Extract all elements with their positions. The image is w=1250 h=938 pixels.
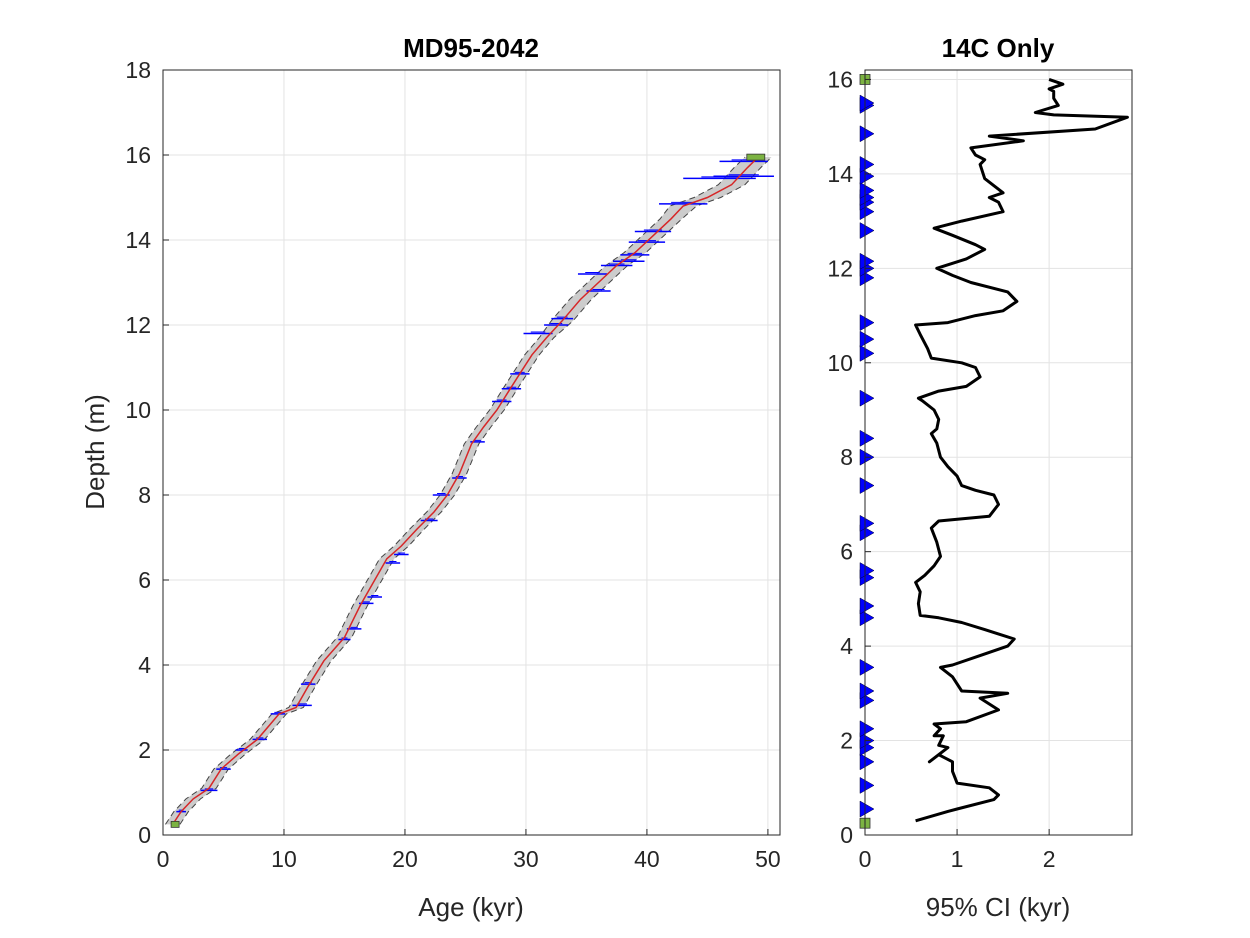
date-marker	[859, 94, 875, 112]
age-depth-panel: 0 10 20 30 40 50 0 2 4 6 8 10 12 14 16 18 MD95-2042 Age…	[80, 33, 781, 922]
date-marker	[859, 597, 875, 615]
x-tick-label: 0	[859, 846, 872, 872]
y-tick-label: 4	[840, 633, 853, 659]
date-depth-markers	[859, 74, 875, 829]
tie-point-markers	[170, 153, 766, 828]
date-marker	[859, 344, 875, 362]
y-tick-label: 8	[138, 482, 151, 508]
date-marker	[859, 314, 875, 332]
date-error-bars	[176, 159, 774, 813]
date-marker	[859, 429, 875, 447]
x-tick-label: 20	[392, 846, 418, 872]
date-marker	[859, 800, 875, 818]
left-plot-title: MD95-2042	[403, 33, 539, 63]
date-marker	[859, 720, 875, 738]
x-tick-label: 0	[157, 846, 170, 872]
x-tick-label: 40	[634, 846, 660, 872]
y-tick-label: 16	[125, 142, 151, 168]
ci-width-line	[914, 77, 1129, 823]
y-tick-label: 12	[827, 255, 853, 281]
x-tick-label: 30	[513, 846, 539, 872]
y-tick-label: 10	[827, 350, 853, 376]
date-marker	[859, 181, 875, 199]
y-tick-label: 0	[840, 822, 853, 848]
x-tick-label: 1	[951, 846, 964, 872]
y-tick-label: 16	[827, 66, 853, 92]
y-tick-label: 8	[840, 444, 853, 470]
median-line	[172, 156, 759, 825]
x-tick-label: 10	[271, 846, 297, 872]
right-plot-area	[865, 70, 1132, 835]
y-tick-label: 12	[125, 312, 151, 338]
left-tick-labels: 0 10 20 30 40 50 0 2 4 6 8 10 12 14 16 18	[125, 57, 780, 872]
y-tick-label: 6	[138, 567, 151, 593]
date-marker	[859, 753, 875, 771]
date-marker	[859, 682, 875, 700]
date-marker	[859, 125, 875, 143]
date-marker	[859, 477, 875, 494]
y-tick-label: 0	[138, 822, 151, 848]
y-tick-label: 10	[125, 397, 151, 423]
y-tick-label: 4	[138, 652, 151, 678]
date-marker	[859, 514, 875, 532]
date-marker	[859, 562, 875, 579]
left-axes-box	[162, 69, 781, 836]
date-marker	[859, 330, 875, 348]
left-y-axis-label: Depth (m)	[80, 394, 110, 510]
date-marker	[859, 167, 875, 185]
date-marker	[859, 609, 875, 627]
date-marker	[859, 776, 875, 794]
y-tick-label: 2	[138, 737, 151, 763]
right-axes-box	[864, 69, 1133, 836]
date-marker	[859, 156, 875, 173]
age-model-median-line	[172, 156, 759, 825]
tie-point-marker	[746, 153, 766, 161]
date-marker	[859, 222, 875, 239]
ci-line	[914, 77, 1129, 823]
right-plot-title: 14C Only	[942, 33, 1055, 63]
date-marker	[859, 389, 875, 407]
y-tick-label: 14	[827, 161, 853, 187]
y-tick-label: 2	[840, 728, 853, 754]
left-x-axis-label: Age (kyr)	[418, 892, 523, 922]
right-x-axis-label: 95% CI (kyr)	[926, 892, 1070, 922]
x-tick-label: 50	[755, 846, 781, 872]
tie-point-marker	[170, 820, 180, 828]
y-tick-label: 6	[840, 539, 853, 565]
x-tick-label: 2	[1043, 846, 1056, 872]
date-marker	[859, 252, 875, 270]
right-gridlines	[865, 70, 1132, 835]
y-tick-label: 14	[125, 227, 151, 253]
y-tick-label: 18	[125, 57, 151, 83]
date-marker	[859, 658, 875, 676]
